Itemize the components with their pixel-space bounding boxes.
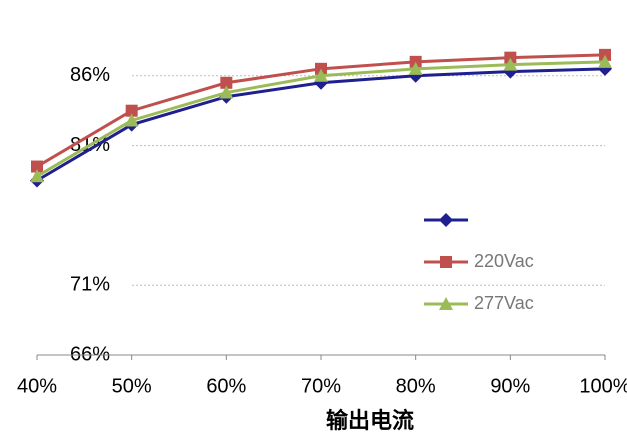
legend-marker — [439, 213, 453, 227]
legend-marker — [439, 297, 453, 310]
marker — [125, 104, 138, 117]
y-tick-label: 66% — [70, 343, 110, 365]
marker — [408, 61, 423, 75]
x-tick-label: 50% — [112, 375, 152, 397]
marker — [503, 57, 518, 71]
y-tick-label: 86% — [70, 64, 110, 86]
x-tick-label: 60% — [206, 375, 246, 397]
x-tick-label: 40% — [17, 375, 57, 397]
x-tick-label: 80% — [396, 375, 436, 397]
x-tick-label: 100% — [579, 375, 627, 397]
marker — [220, 76, 233, 89]
x-axis-title: 输出电流 — [326, 408, 414, 433]
legend-marker — [440, 256, 452, 268]
marker — [219, 85, 234, 99]
x-tick-label: 70% — [301, 375, 341, 397]
marker — [124, 113, 139, 127]
legend-label: 220Vac — [474, 251, 534, 271]
marker — [598, 54, 612, 68]
marker — [31, 160, 43, 173]
x-tick-label: 90% — [490, 375, 530, 397]
marker — [314, 68, 328, 82]
legend-label: 277Vac — [474, 293, 534, 313]
marker — [30, 169, 44, 183]
y-tick-label: 71% — [70, 273, 110, 295]
